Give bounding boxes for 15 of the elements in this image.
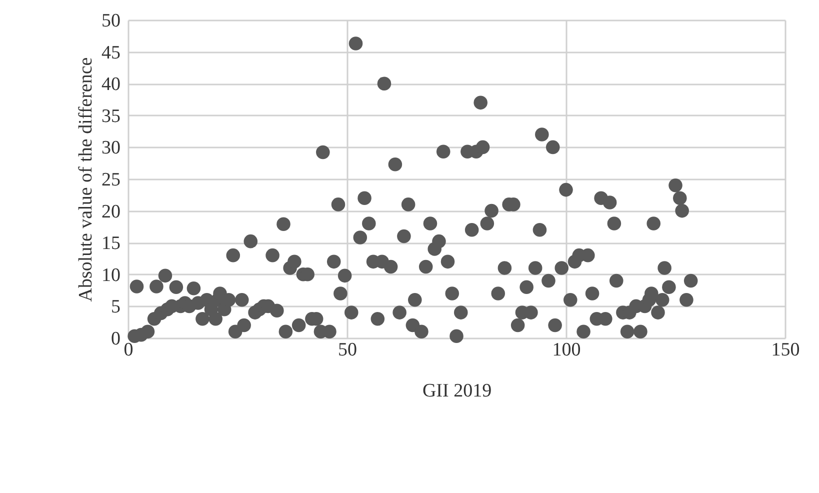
x-axis-title: GII 2019 — [422, 380, 492, 402]
y-tick-label: 5 — [111, 296, 120, 318]
x-tick-label: 100 — [552, 340, 581, 360]
y-tick-label: 40 — [102, 74, 120, 96]
y-tick-label: 10 — [102, 264, 120, 286]
y-tick-label: 15 — [102, 233, 120, 254]
y-tick-label: 25 — [102, 170, 120, 190]
y-tick-label: 45 — [102, 42, 120, 64]
y-tick-label: 50 — [102, 10, 120, 32]
y-tick-label: 35 — [102, 106, 120, 127]
y-tick-label: 30 — [102, 138, 120, 159]
y-axis-title: Absolute value of the difference — [76, 57, 96, 302]
x-tick-label: 50 — [338, 340, 357, 360]
x-tick-label: 150 — [771, 340, 800, 360]
y-tick-label: 20 — [102, 201, 120, 222]
